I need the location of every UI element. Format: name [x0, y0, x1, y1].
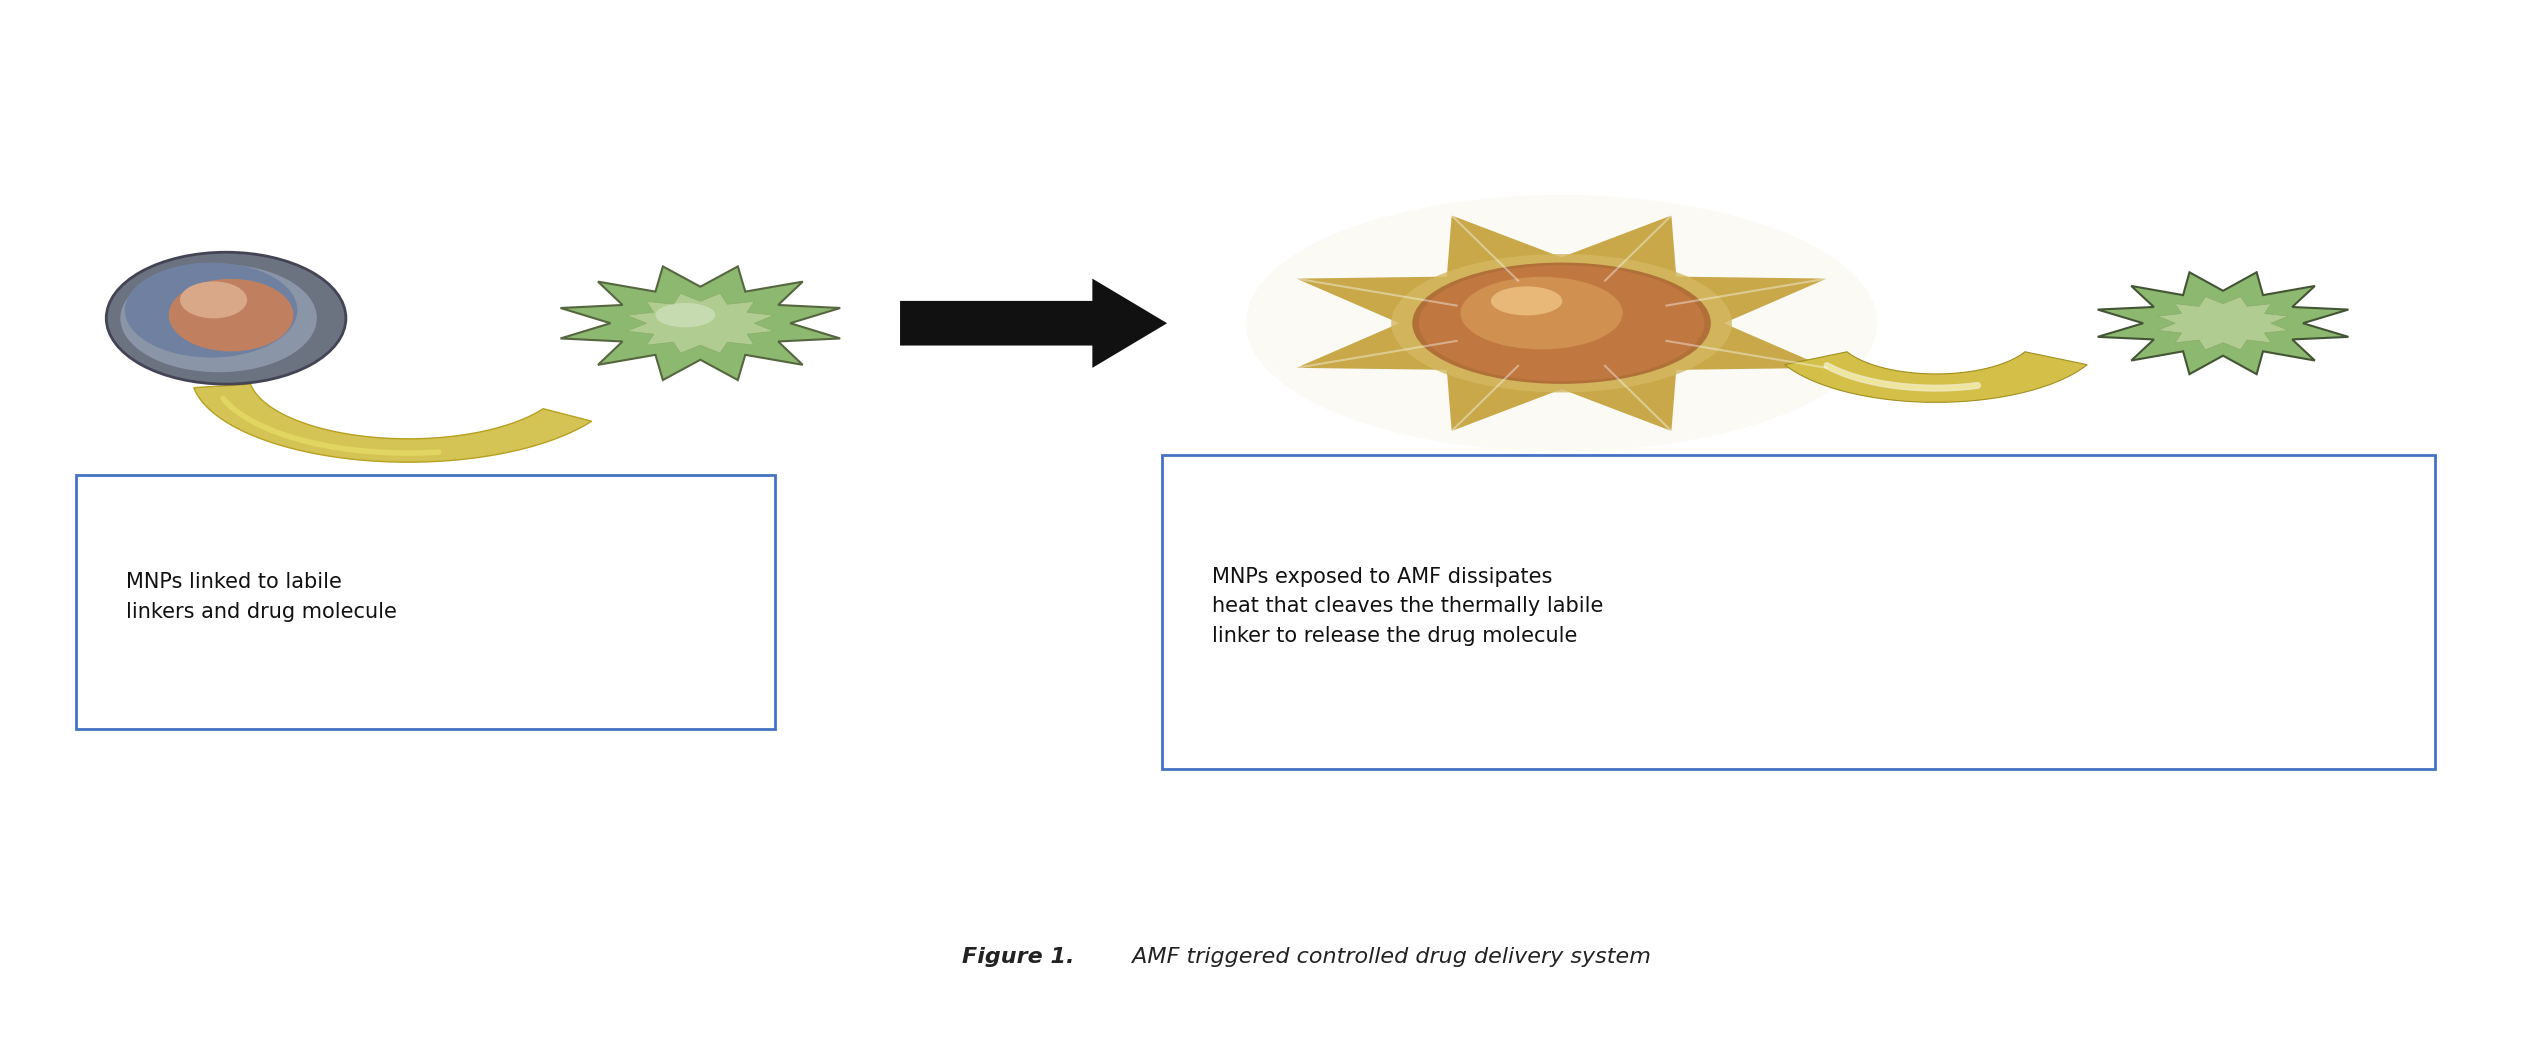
FancyBboxPatch shape	[1161, 455, 2436, 769]
Polygon shape	[2097, 272, 2347, 374]
Ellipse shape	[1247, 195, 1878, 451]
Ellipse shape	[106, 252, 346, 384]
Polygon shape	[901, 278, 1166, 368]
Ellipse shape	[656, 303, 714, 327]
Ellipse shape	[179, 281, 247, 319]
Text: Figure 1.: Figure 1.	[962, 947, 1075, 967]
Ellipse shape	[169, 279, 293, 351]
Polygon shape	[626, 293, 775, 353]
Ellipse shape	[1492, 287, 1562, 316]
Ellipse shape	[124, 263, 298, 357]
FancyBboxPatch shape	[76, 475, 775, 729]
Polygon shape	[194, 384, 591, 463]
Polygon shape	[2158, 297, 2289, 350]
Text: MNPs exposed to AMF dissipates
heat that cleaves the thermally labile
linker to : MNPs exposed to AMF dissipates heat that…	[1212, 567, 1603, 646]
Polygon shape	[560, 267, 840, 380]
Text: MNPs linked to labile
linkers and drug molecule: MNPs linked to labile linkers and drug m…	[126, 572, 396, 622]
Ellipse shape	[1391, 254, 1731, 393]
Text: AMF triggered controlled drug delivery system: AMF triggered controlled drug delivery s…	[1126, 947, 1651, 967]
Ellipse shape	[121, 264, 318, 372]
Ellipse shape	[1461, 277, 1623, 349]
Ellipse shape	[1413, 263, 1711, 383]
Polygon shape	[1784, 352, 2087, 402]
Polygon shape	[1297, 216, 1827, 431]
Ellipse shape	[1418, 266, 1704, 381]
